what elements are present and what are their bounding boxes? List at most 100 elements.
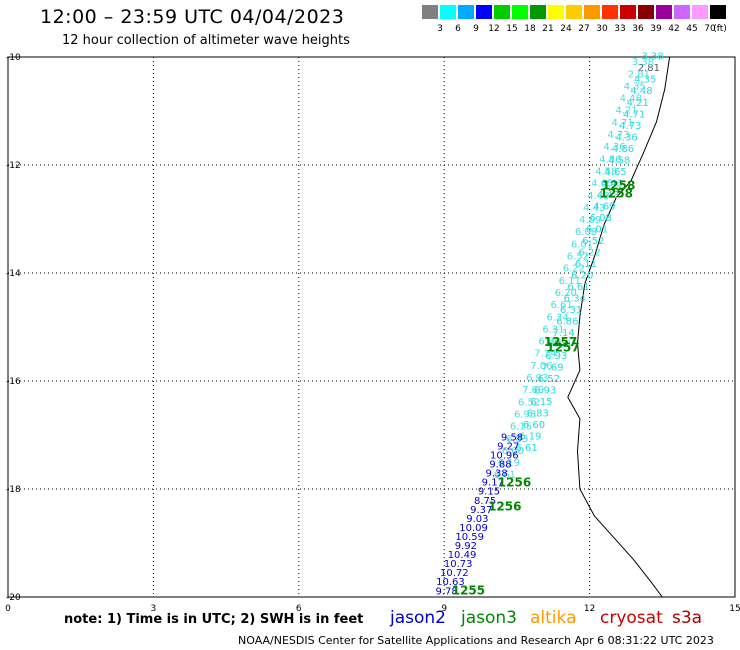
- wave-height-label-secondary: 6.15: [510, 422, 532, 433]
- map-subtitle: 12 hour collection of altimeter wave hei…: [62, 33, 350, 48]
- wave-height-label-secondary: 4.65: [591, 179, 613, 190]
- scale-swatch: [620, 5, 636, 19]
- wave-height-label-secondary: 6.01: [571, 239, 593, 250]
- wave-height-label-secondary: 7.69: [522, 385, 544, 396]
- wave-height-label: 4.35: [634, 75, 656, 86]
- wave-height-label-secondary: 6.52: [518, 397, 540, 408]
- map-frame: [7, 56, 736, 598]
- map-title: 12:00 – 23:59 UTC 04/04/2023: [40, 6, 345, 28]
- wave-height-label: 6.11: [575, 259, 597, 270]
- wave-height-label: 6.22: [578, 247, 600, 258]
- wave-height-label: 6.83: [527, 409, 549, 420]
- scale-label: 39: [650, 24, 662, 34]
- legend-jason3: jason3: [461, 608, 517, 628]
- scale-swatch: [656, 5, 672, 19]
- scale-label: 3: [437, 24, 443, 34]
- legend-altika: altika: [530, 608, 577, 628]
- x-tick-label: 6: [296, 604, 302, 614]
- wave-height-label: 6.61: [515, 443, 537, 454]
- wave-height-label: 6.52: [538, 374, 560, 385]
- scale-label: 42: [668, 24, 680, 34]
- wave-height-label: 10.59: [455, 532, 484, 543]
- wave-height-label-secondary: 6.93: [526, 373, 548, 384]
- scale-label: 70: [704, 24, 716, 34]
- scale-label: 12: [488, 24, 500, 34]
- credit-line: NOAA/NESDIS Center for Satellite Applica…: [238, 634, 714, 647]
- wave-height-label: 9.37: [470, 505, 492, 516]
- wave-height-label: 4.58: [608, 155, 630, 166]
- wave-height-label: 9.27: [497, 441, 519, 452]
- wave-height-label: 6.86: [556, 317, 578, 328]
- wave-height-label: 4.65: [604, 167, 626, 178]
- scale-label: 36: [632, 24, 644, 34]
- wave-height-label: 6.93: [545, 351, 567, 362]
- scale-label: 15: [506, 24, 518, 34]
- wave-height-label: 4.48: [630, 86, 652, 97]
- wave-height-label: 3.38: [641, 52, 663, 63]
- x-tick-label: 9: [441, 604, 447, 614]
- legend-cryosat: cryosat: [600, 608, 663, 628]
- y-tick-label: -18: [6, 485, 21, 495]
- wave-height-label: 4.71: [623, 109, 645, 120]
- wave-height-label-secondary: 4.48: [620, 94, 642, 105]
- time-label: 1258: [600, 186, 633, 200]
- scale-swatch: [602, 5, 618, 19]
- scale-swatch: [584, 5, 600, 19]
- wave-height-label-secondary: 4.35: [624, 81, 646, 92]
- scale-swatch: [494, 5, 510, 19]
- wave-height-label: 7.06: [549, 340, 571, 351]
- wave-height-label: 6.52: [582, 236, 604, 247]
- wave-height-label-secondary: 4.36: [603, 142, 625, 153]
- wave-height-label-secondary: 4.73: [607, 130, 629, 141]
- wave-height-label: 10.09: [459, 523, 488, 534]
- wave-height-label: 6.08: [590, 213, 612, 224]
- coastline: [567, 56, 671, 598]
- legend-s3a: s3a: [672, 608, 703, 628]
- y-tick-label: -10: [6, 53, 21, 63]
- wave-height-label: 9.38: [486, 469, 508, 480]
- wave-height-label-secondary: 4.58: [595, 166, 617, 177]
- scale-label: 9: [473, 24, 479, 34]
- wave-height-label-secondary: 6.93: [514, 409, 536, 420]
- wave-height-label: 4.43: [601, 178, 623, 189]
- wave-height-label-secondary: 6.61: [551, 300, 573, 311]
- scale-swatch: [512, 5, 528, 19]
- time-label: 1255: [452, 583, 485, 597]
- scale-label: 45: [686, 24, 698, 34]
- wave-height-label-secondary: 3.38: [632, 57, 654, 68]
- wave-height-label: 9.58: [501, 432, 523, 443]
- scale-swatch: [440, 5, 456, 19]
- wave-height-label-secondary: 6.22: [563, 264, 585, 275]
- wave-height-label: 6.31: [560, 305, 582, 316]
- time-label: 1257: [544, 335, 577, 349]
- wave-height-label: 9.15: [478, 487, 500, 498]
- wave-height-label-secondary: 6.52: [567, 252, 589, 263]
- wave-height-label-secondary: 2.81: [628, 69, 650, 80]
- wave-height-label: 6.20: [571, 270, 593, 281]
- wave-height-label-secondary: 6.11: [559, 276, 581, 287]
- wave-height-label-secondary: 4.21: [616, 106, 638, 117]
- scale-label: 33: [614, 24, 626, 34]
- scale-swatch: [692, 5, 708, 19]
- wave-height-label-secondary: 6.60: [502, 446, 524, 457]
- time-label: 1257: [546, 340, 579, 354]
- scale-label: 21: [542, 24, 554, 34]
- time-label: 1256: [488, 500, 521, 514]
- scale-swatch: [710, 5, 726, 19]
- wave-height-label: 10.72: [440, 568, 469, 579]
- legend-note: note: 1) Time is in UTC; 2) SWH is in fe…: [64, 612, 364, 627]
- wave-height-label: 9.17: [482, 478, 504, 489]
- x-tick-label: 12: [584, 604, 595, 614]
- wave-height-label: 7.14: [553, 328, 575, 339]
- wave-height-label-secondary: 6.86: [538, 337, 560, 348]
- scale-label: 6: [455, 24, 461, 34]
- wave-height-label-secondary: 7.06: [530, 361, 552, 372]
- wave-height-label: 6.61: [567, 282, 589, 293]
- wave-height-label-secondary: 4.43: [587, 191, 609, 202]
- scale-label: (ft): [713, 24, 727, 34]
- wave-height-label-secondary: 6.83: [506, 434, 528, 445]
- wave-height-label: 4.36: [616, 132, 638, 143]
- wave-height-label: 9.88: [489, 460, 511, 471]
- scale-swatch: [422, 5, 438, 19]
- wave-height-label-secondary: 6.34: [546, 312, 568, 323]
